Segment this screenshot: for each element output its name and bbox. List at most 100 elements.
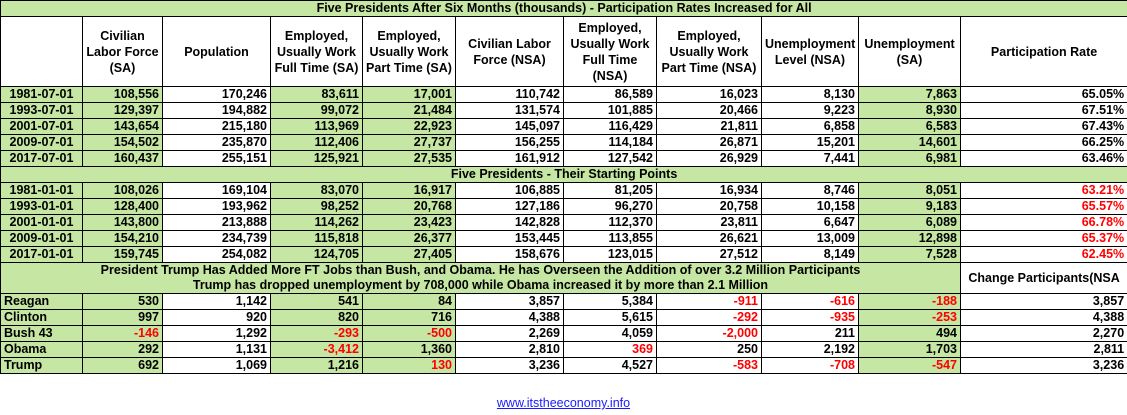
table-cell: 7,528 bbox=[858, 246, 961, 263]
section-title-starting: Five Presidents - Their Starting Points bbox=[0, 166, 1127, 183]
table-cell: 115,818 bbox=[270, 230, 363, 247]
table-row: Clinton 997 920 820 716 4,388 5,615 -292 -935 -25… bbox=[0, 309, 1127, 326]
column-header: Unemployment (SA) bbox=[858, 16, 961, 87]
table-cell: 211 bbox=[761, 325, 859, 342]
table-cell: 27,535 bbox=[362, 150, 456, 167]
table-cell: -616 bbox=[761, 293, 859, 310]
table-cell: 6,981 bbox=[858, 150, 961, 167]
table-cell: 4,527 bbox=[563, 357, 657, 374]
table-cell: 26,929 bbox=[656, 150, 762, 167]
table-cell: 9,183 bbox=[858, 198, 961, 215]
table-cell: 12,898 bbox=[858, 230, 961, 247]
table-cell: 213,888 bbox=[162, 214, 271, 231]
summary-line-1: President Trump Has Added More FT Jobs t… bbox=[100, 263, 861, 278]
table-cell: 3,236 bbox=[959, 357, 1127, 374]
table-cell: 20,466 bbox=[656, 102, 762, 119]
table-cell: 234,739 bbox=[162, 230, 271, 247]
table-cell: 130 bbox=[362, 357, 456, 374]
table-cell: -188 bbox=[858, 293, 961, 310]
change-participants-header: Change Participants(NSA bbox=[959, 262, 1127, 294]
row-date: 2001-07-01 bbox=[0, 118, 83, 135]
table-cell: 86,589 bbox=[563, 86, 657, 103]
table-cell: -583 bbox=[656, 357, 762, 374]
table-cell: 1,216 bbox=[270, 357, 363, 374]
table-cell: 65.37% bbox=[959, 230, 1127, 247]
table-cell: 83,070 bbox=[270, 182, 363, 199]
president-name: Bush 43 bbox=[0, 325, 83, 342]
table-cell: 161,912 bbox=[455, 150, 564, 167]
column-header: Population bbox=[162, 16, 271, 87]
table-cell: -253 bbox=[858, 309, 961, 326]
table-cell: 1,360 bbox=[362, 341, 456, 358]
table-cell: 67.43% bbox=[959, 118, 1127, 135]
website-link[interactable]: www.itstheeconomy.info bbox=[496, 396, 631, 410]
table-cell: 1,703 bbox=[858, 341, 961, 358]
table-cell: 14,601 bbox=[858, 134, 961, 151]
table-cell: 716 bbox=[362, 309, 456, 326]
table-cell: 16,917 bbox=[362, 182, 456, 199]
table-row: 1993-01-01 128,400 193,962 98,252 20,768 127,… bbox=[0, 198, 1127, 215]
table-cell: 23,811 bbox=[656, 214, 762, 231]
president-name: Reagan bbox=[0, 293, 83, 310]
table-cell: 83,611 bbox=[270, 86, 363, 103]
table-cell: 108,026 bbox=[82, 182, 163, 199]
table-cell: 170,246 bbox=[162, 86, 271, 103]
table-cell: 6,089 bbox=[858, 214, 961, 231]
table-cell: 250 bbox=[656, 341, 762, 358]
table-cell: 15,201 bbox=[761, 134, 859, 151]
table-cell: 66.25% bbox=[959, 134, 1127, 151]
table-cell: 5,615 bbox=[563, 309, 657, 326]
table-cell: 820 bbox=[270, 309, 363, 326]
table-cell: 21,811 bbox=[656, 118, 762, 135]
row-date: 1981-07-01 bbox=[0, 86, 83, 103]
table-cell: 692 bbox=[82, 357, 163, 374]
row-date: 1993-07-01 bbox=[0, 102, 83, 119]
table-cell: 541 bbox=[270, 293, 363, 310]
table-cell: 26,871 bbox=[656, 134, 762, 151]
table-cell: 98,252 bbox=[270, 198, 363, 215]
column-header: Participation Rate bbox=[959, 16, 1127, 87]
column-header: Unemployment Level (NSA) bbox=[761, 16, 859, 87]
table-cell: 16,023 bbox=[656, 86, 762, 103]
table-row: 1993-07-01 129,397 194,882 99,072 21,484 131,… bbox=[0, 102, 1127, 119]
table-cell: 129,397 bbox=[82, 102, 163, 119]
table-cell: 113,969 bbox=[270, 118, 363, 135]
table-cell: 101,885 bbox=[563, 102, 657, 119]
column-header: Civilian Labor Force (NSA) bbox=[455, 16, 564, 87]
table-row: Bush 43 -146 1,292 -293 -500 2,269 4,059 -2,000… bbox=[0, 325, 1127, 342]
table-cell: 127,542 bbox=[563, 150, 657, 167]
table-cell: 27,737 bbox=[362, 134, 456, 151]
table-cell: 2,810 bbox=[455, 341, 564, 358]
table-cell: 193,962 bbox=[162, 198, 271, 215]
table-cell: 8,051 bbox=[858, 182, 961, 199]
table-cell: -3,412 bbox=[270, 341, 363, 358]
table-cell: 16,934 bbox=[656, 182, 762, 199]
table-row: 1981-01-01 108,026 169,104 83,070 16,917 106,… bbox=[0, 182, 1127, 199]
table-cell: 169,104 bbox=[162, 182, 271, 199]
table-cell: 160,437 bbox=[82, 150, 163, 167]
president-name: Trump bbox=[0, 357, 83, 374]
table-cell: 3,857 bbox=[959, 293, 1127, 310]
table-cell: 7,441 bbox=[761, 150, 859, 167]
table-cell: 63.21% bbox=[959, 182, 1127, 199]
table-cell: 3,236 bbox=[455, 357, 564, 374]
table-cell: 27,405 bbox=[362, 246, 456, 263]
table-cell: 1,142 bbox=[162, 293, 271, 310]
table-cell: 4,388 bbox=[455, 309, 564, 326]
table-cell: 143,654 bbox=[82, 118, 163, 135]
table-cell: 1,131 bbox=[162, 341, 271, 358]
table-cell: 8,930 bbox=[858, 102, 961, 119]
table-cell: 142,828 bbox=[455, 214, 564, 231]
table-cell: 2,270 bbox=[959, 325, 1127, 342]
table-cell: 997 bbox=[82, 309, 163, 326]
table-cell: 26,377 bbox=[362, 230, 456, 247]
table-cell: 1,292 bbox=[162, 325, 271, 342]
table-cell: 114,262 bbox=[270, 214, 363, 231]
table-cell: 131,574 bbox=[455, 102, 564, 119]
table-cell: 113,855 bbox=[563, 230, 657, 247]
table-cell: 494 bbox=[858, 325, 961, 342]
table-cell: 6,647 bbox=[761, 214, 859, 231]
column-header: Employed, Usually Work Part Time (SA) bbox=[362, 16, 456, 87]
table-cell: 63.46% bbox=[959, 150, 1127, 167]
table-cell: 22,923 bbox=[362, 118, 456, 135]
